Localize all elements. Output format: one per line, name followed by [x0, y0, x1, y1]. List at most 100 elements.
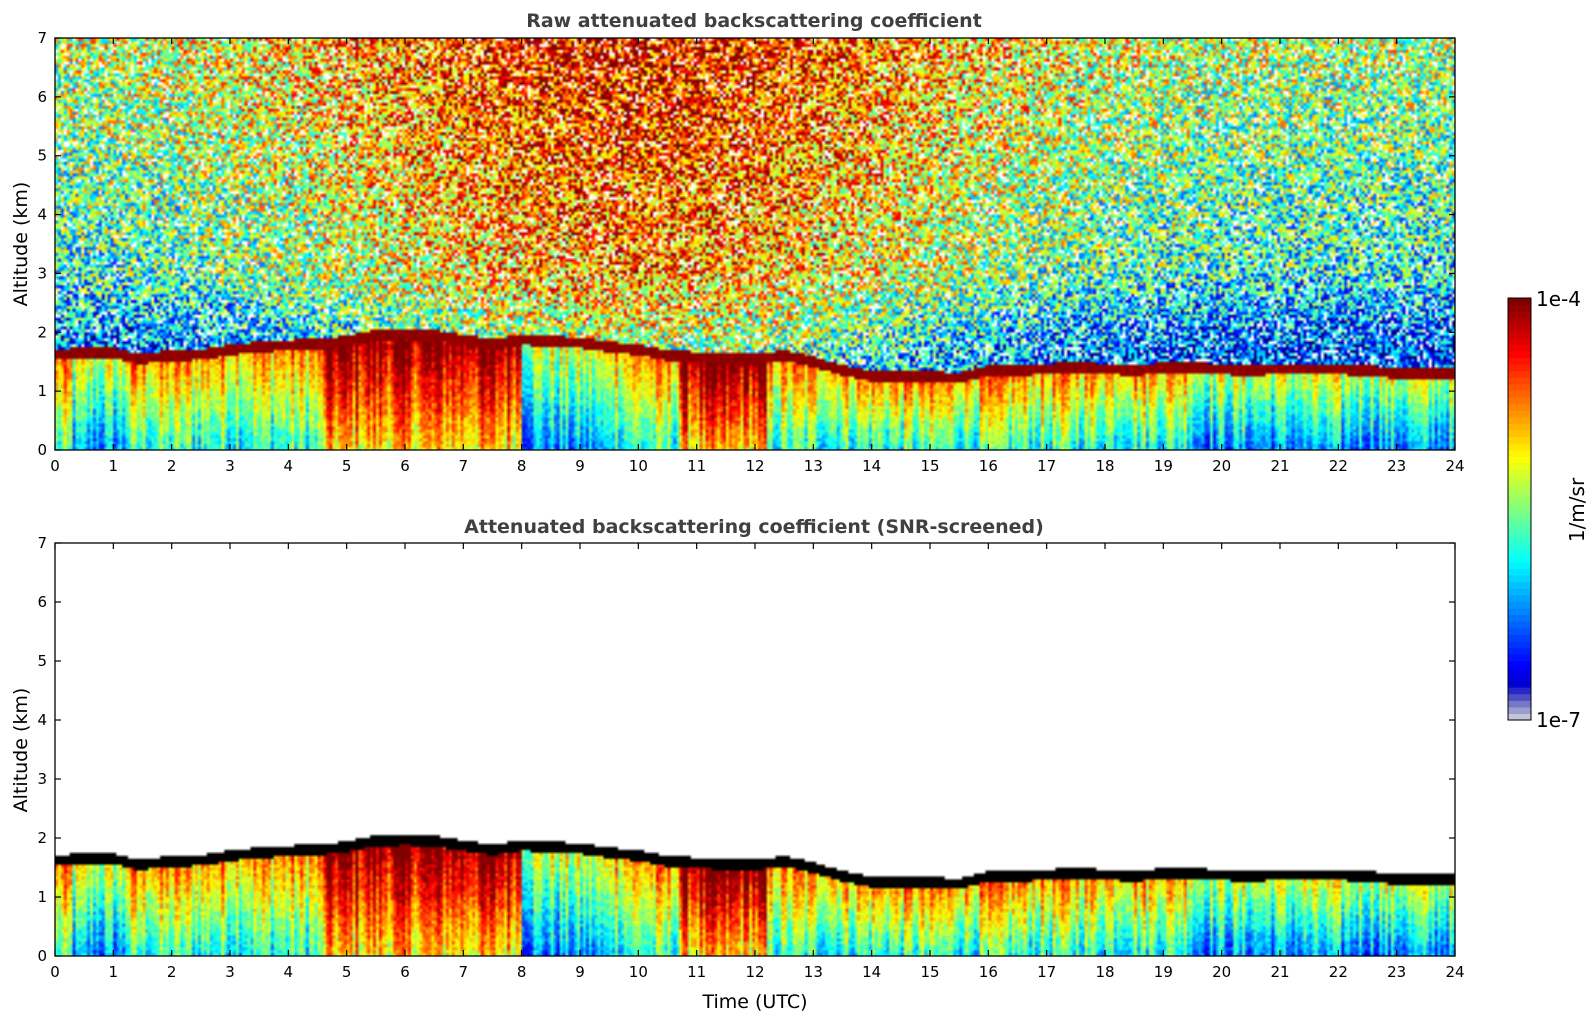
colorbar-band — [1508, 456, 1531, 464]
x-tick-label: 17 — [1037, 457, 1056, 475]
panel-2-axes: 0 1 2 3 4 5 6 7 8 9 10 11 12 13 14 15 16 17 18 19 20 21 22 23 24… — [37, 534, 1464, 981]
colorbar-band — [1508, 509, 1531, 517]
colorbar-band — [1508, 390, 1531, 398]
colorbar-band — [1508, 601, 1531, 609]
colorbar-band — [1508, 403, 1531, 411]
x-tick-label: 3 — [225, 963, 235, 981]
x-tick-label: 16 — [979, 457, 998, 475]
colorbar-band — [1508, 304, 1531, 312]
colorbar-band — [1508, 317, 1531, 325]
colorbar-band — [1508, 443, 1531, 451]
colorbar-frame — [1507, 297, 1532, 721]
x-tick-label: 11 — [687, 963, 706, 981]
colorbar-band — [1508, 462, 1531, 471]
colorbar-band — [1508, 344, 1531, 352]
x-tick-label: 21 — [1270, 963, 1289, 981]
x-tick-label: 12 — [745, 963, 764, 981]
x-tick-label: 7 — [459, 457, 469, 475]
panel-1-title: Raw attenuated backscattering coefficien… — [526, 10, 982, 32]
x-tick-label: 20 — [1212, 963, 1231, 981]
colorbar-band — [1508, 713, 1531, 721]
colorbar-band — [1508, 350, 1531, 358]
colorbar-band — [1508, 324, 1531, 332]
panel-2-xlabel: Time (UTC) — [701, 991, 807, 1013]
x-tick-label: 6 — [400, 457, 410, 475]
colorbar-band — [1508, 429, 1531, 438]
x-tick-label: 14 — [862, 457, 881, 475]
panel-1-image — [55, 38, 1455, 450]
x-tick-label: 22 — [1329, 457, 1348, 475]
panel-2-title: Attenuated backscattering coefficient (S… — [464, 516, 1044, 538]
y-tick-label: 0 — [37, 947, 47, 965]
y-tick-label: 7 — [37, 534, 47, 552]
colorbar-band — [1508, 528, 1531, 536]
y-tick-label: 4 — [37, 711, 47, 729]
panel-2-image — [55, 543, 1455, 956]
colorbar-band — [1508, 363, 1531, 372]
x-tick-label: 16 — [979, 963, 998, 981]
x-tick-label: 18 — [1095, 457, 1114, 475]
colorbar-band — [1508, 555, 1531, 563]
y-tick-label: 5 — [37, 147, 47, 165]
y-tick-label: 1 — [37, 888, 47, 906]
colorbar — [1508, 298, 1531, 721]
y-tick-label: 0 — [37, 441, 47, 459]
x-tick-label: 10 — [629, 457, 648, 475]
colorbar-band — [1508, 654, 1531, 662]
colorbar-band — [1508, 423, 1531, 431]
x-tick-label: 4 — [284, 963, 294, 981]
x-tick-label: 4 — [284, 457, 294, 475]
x-tick-label: 6 — [400, 963, 410, 981]
y-tick-label: 2 — [37, 323, 47, 341]
x-tick-label: 17 — [1037, 963, 1056, 981]
colorbar-band — [1508, 396, 1531, 405]
x-tick-label: 24 — [1445, 963, 1464, 981]
colorbar-band — [1508, 449, 1531, 457]
colorbar-band — [1508, 370, 1531, 378]
colorbar-band — [1508, 574, 1531, 583]
x-tick-label: 5 — [342, 457, 352, 475]
x-tick-label: 8 — [517, 963, 527, 981]
panel-2-ylabel: Altitude (km) — [10, 688, 32, 813]
colorbar-band — [1508, 469, 1531, 477]
x-tick-label: 2 — [167, 963, 177, 981]
x-tick-label: 12 — [745, 457, 764, 475]
colorbar-band — [1508, 588, 1531, 596]
x-tick-label: 3 — [225, 457, 235, 475]
colorbar-band — [1508, 673, 1531, 682]
colorbar-band — [1508, 680, 1531, 688]
x-tick-label: 5 — [342, 963, 352, 981]
colorbar-band — [1508, 377, 1531, 385]
x-tick-label: 13 — [804, 457, 823, 475]
colorbar-band — [1508, 634, 1531, 642]
x-tick-label: 13 — [804, 963, 823, 981]
colorbar-band — [1508, 436, 1531, 444]
colorbar-band — [1508, 548, 1531, 556]
colorbar-band — [1508, 660, 1531, 668]
x-tick-label: 18 — [1095, 963, 1114, 981]
colorbar-band — [1508, 502, 1531, 510]
colorbar-band — [1508, 614, 1531, 622]
x-tick-label: 1 — [109, 963, 119, 981]
colorbar-band — [1508, 522, 1531, 530]
colorbar-band — [1508, 330, 1531, 339]
colorbar-band — [1508, 706, 1531, 715]
colorbar-min-label: 1e-7 — [1536, 708, 1581, 732]
colorbar-band — [1508, 337, 1531, 345]
colorbar-band — [1508, 515, 1531, 523]
colorbar-band — [1508, 627, 1531, 635]
colorbar-band — [1508, 687, 1531, 695]
y-tick-label: 1 — [37, 382, 47, 400]
colorbar-band — [1508, 410, 1531, 418]
y-tick-label: 7 — [37, 29, 47, 47]
x-tick-label: 9 — [575, 457, 585, 475]
colorbar-band — [1508, 647, 1531, 655]
colorbar-band — [1508, 535, 1531, 543]
colorbar-band — [1508, 607, 1531, 616]
x-tick-label: 9 — [575, 963, 585, 981]
colorbar-band — [1508, 561, 1531, 569]
x-tick-label: 23 — [1387, 457, 1406, 475]
panel-1-ylabel: Altitude (km) — [10, 182, 32, 307]
colorbar-band — [1508, 700, 1531, 708]
